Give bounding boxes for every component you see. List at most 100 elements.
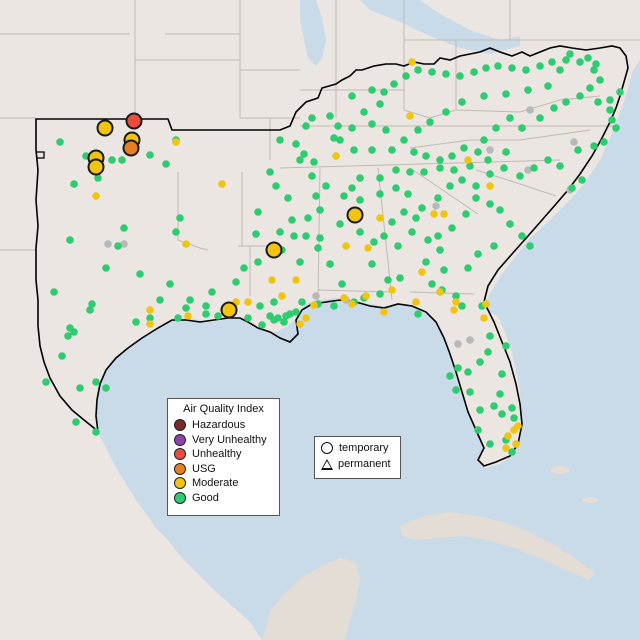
- station-good[interactable]: [474, 250, 482, 258]
- station-good[interactable]: [166, 280, 174, 288]
- station-good[interactable]: [254, 208, 262, 216]
- station-good[interactable]: [64, 332, 72, 340]
- station-no-data[interactable]: [526, 106, 534, 114]
- station-good[interactable]: [498, 410, 506, 418]
- station-good[interactable]: [72, 418, 80, 426]
- station-good[interactable]: [376, 290, 384, 298]
- station-good[interactable]: [410, 148, 418, 156]
- station-good[interactable]: [408, 228, 416, 236]
- station-good[interactable]: [530, 164, 538, 172]
- station-good[interactable]: [544, 82, 552, 90]
- station-good[interactable]: [56, 138, 64, 146]
- station-good[interactable]: [510, 414, 518, 422]
- station-good[interactable]: [292, 140, 300, 148]
- station-good[interactable]: [308, 114, 316, 122]
- station-moderate[interactable]: [464, 156, 472, 164]
- station-good[interactable]: [92, 378, 100, 386]
- station-good[interactable]: [440, 266, 448, 274]
- station-usg-temporary[interactable]: [122, 139, 140, 157]
- station-good[interactable]: [486, 440, 494, 448]
- station-good[interactable]: [562, 56, 570, 64]
- station-good[interactable]: [612, 124, 620, 132]
- station-moderate[interactable]: [412, 298, 420, 306]
- station-good[interactable]: [400, 208, 408, 216]
- station-good[interactable]: [382, 126, 390, 134]
- station-good[interactable]: [270, 298, 278, 306]
- station-good[interactable]: [498, 370, 506, 378]
- station-no-data[interactable]: [466, 336, 474, 344]
- station-good[interactable]: [414, 310, 422, 318]
- station-good[interactable]: [186, 296, 194, 304]
- station-good[interactable]: [310, 158, 318, 166]
- station-good[interactable]: [288, 216, 296, 224]
- station-good[interactable]: [296, 258, 304, 266]
- station-good[interactable]: [368, 86, 376, 94]
- station-good[interactable]: [202, 302, 210, 310]
- station-moderate[interactable]: [278, 292, 286, 300]
- station-good[interactable]: [436, 156, 444, 164]
- station-good[interactable]: [436, 246, 444, 254]
- station-good[interactable]: [308, 172, 316, 180]
- station-moderate[interactable]: [332, 152, 340, 160]
- station-good[interactable]: [88, 300, 96, 308]
- station-good[interactable]: [254, 258, 262, 266]
- station-moderate-temporary[interactable]: [96, 119, 114, 137]
- station-good[interactable]: [496, 206, 504, 214]
- station-good[interactable]: [616, 88, 624, 96]
- station-good[interactable]: [590, 66, 598, 74]
- station-good[interactable]: [176, 214, 184, 222]
- station-good[interactable]: [414, 66, 422, 74]
- station-good[interactable]: [244, 314, 252, 322]
- station-moderate[interactable]: [362, 292, 370, 300]
- station-good[interactable]: [42, 378, 50, 386]
- station-no-data[interactable]: [454, 340, 462, 348]
- station-good[interactable]: [536, 114, 544, 122]
- station-good[interactable]: [518, 232, 526, 240]
- station-no-data[interactable]: [486, 146, 494, 154]
- station-good[interactable]: [414, 126, 422, 134]
- station-good[interactable]: [156, 296, 164, 304]
- station-moderate[interactable]: [502, 444, 510, 452]
- station-good[interactable]: [426, 118, 434, 126]
- station-moderate-temporary[interactable]: [346, 206, 364, 224]
- station-good[interactable]: [470, 68, 478, 76]
- station-unhealthy-temporary[interactable]: [125, 112, 143, 130]
- station-moderate[interactable]: [342, 242, 350, 250]
- station-good[interactable]: [350, 146, 358, 154]
- station-good[interactable]: [70, 328, 78, 336]
- station-good[interactable]: [452, 292, 460, 300]
- station-good[interactable]: [338, 280, 346, 288]
- station-good[interactable]: [442, 108, 450, 116]
- station-good[interactable]: [290, 232, 298, 240]
- station-good[interactable]: [356, 174, 364, 182]
- station-good[interactable]: [508, 404, 516, 412]
- station-moderate[interactable]: [364, 244, 372, 252]
- station-good[interactable]: [330, 134, 338, 142]
- station-good[interactable]: [276, 228, 284, 236]
- station-good[interactable]: [392, 184, 400, 192]
- station-good[interactable]: [428, 68, 436, 76]
- station-good[interactable]: [316, 234, 324, 242]
- station-good[interactable]: [584, 54, 592, 62]
- station-good[interactable]: [76, 384, 84, 392]
- station-moderate[interactable]: [92, 192, 100, 200]
- station-good[interactable]: [448, 152, 456, 160]
- station-good[interactable]: [608, 116, 616, 124]
- station-good[interactable]: [132, 318, 140, 326]
- station-good[interactable]: [292, 308, 300, 316]
- station-good[interactable]: [214, 312, 222, 320]
- station-good[interactable]: [400, 136, 408, 144]
- station-good[interactable]: [272, 182, 280, 190]
- station-good[interactable]: [300, 150, 308, 158]
- station-good[interactable]: [136, 270, 144, 278]
- station-good[interactable]: [586, 84, 594, 92]
- station-good[interactable]: [94, 174, 102, 182]
- station-good[interactable]: [502, 90, 510, 98]
- station-good[interactable]: [402, 72, 410, 80]
- station-good[interactable]: [370, 238, 378, 246]
- station-good[interactable]: [506, 220, 514, 228]
- station-moderate[interactable]: [450, 306, 458, 314]
- station-good[interactable]: [284, 194, 292, 202]
